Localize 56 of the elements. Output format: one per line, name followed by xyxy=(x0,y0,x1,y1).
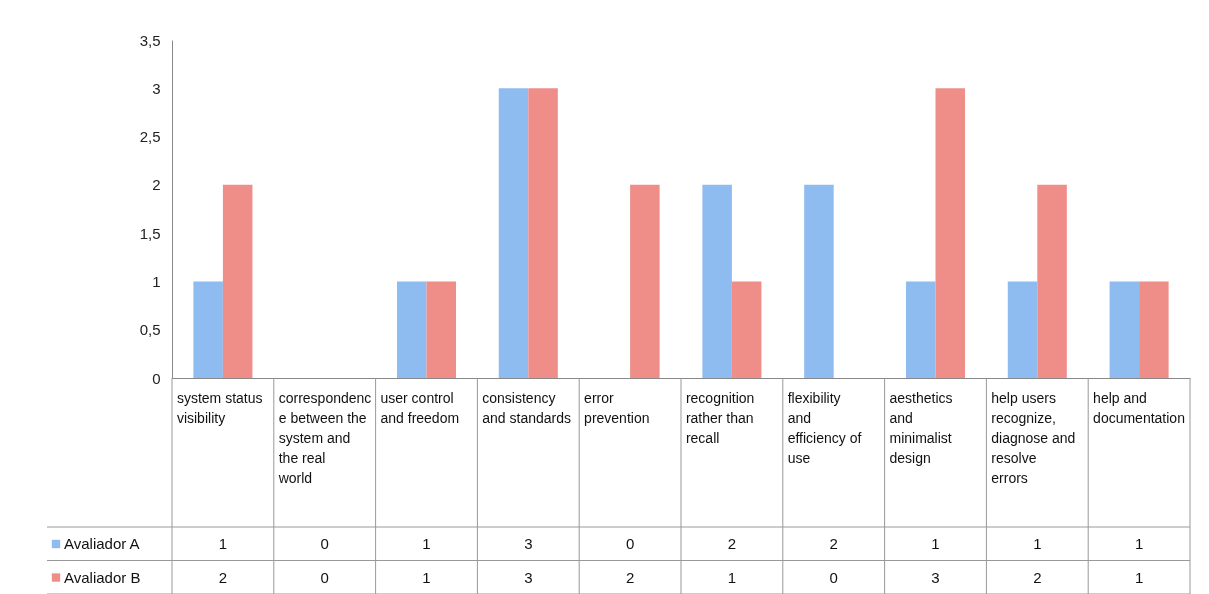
data-label: 0 xyxy=(320,535,329,552)
bar xyxy=(702,184,732,378)
x-tick-label: consistency and standards xyxy=(482,390,572,426)
data-label: 1 xyxy=(422,535,431,552)
data-label: 2 xyxy=(218,568,228,586)
bar xyxy=(630,184,660,378)
y-tick-label: 0 xyxy=(152,369,161,387)
data-label: 2 xyxy=(829,535,838,552)
legend-label: Avaliador A xyxy=(64,535,140,552)
bar xyxy=(528,88,558,378)
bar xyxy=(905,281,936,378)
legend-label: Avaliador B xyxy=(64,568,141,586)
y-tick-label: 1 xyxy=(152,272,161,290)
x-tick-label: recognition rather than recall xyxy=(685,390,755,446)
data-label: 0 xyxy=(829,568,838,586)
bar xyxy=(935,88,966,378)
bar xyxy=(1109,281,1140,378)
y-tick-label: 3,5 xyxy=(139,31,161,49)
x-tick-label: system status visibility xyxy=(176,390,263,426)
y-tick-label: 2,5 xyxy=(139,128,161,146)
x-tick-label: error prevention xyxy=(584,390,650,426)
data-label: 2 xyxy=(727,535,737,552)
bar xyxy=(1037,184,1067,378)
bar xyxy=(804,184,834,378)
y-tick-label: 2 xyxy=(152,176,161,194)
data-label: 1 xyxy=(727,568,737,586)
y-tick-label: 1,5 xyxy=(139,224,161,242)
x-tick-label: user control and freedom xyxy=(380,390,460,426)
data-label: 3 xyxy=(524,535,533,552)
data-label: 0 xyxy=(625,535,635,552)
x-tick-label: flexibility and efficiency of use xyxy=(787,390,862,466)
x-tick-label: help users recognize, diagnose and resolve errors xyxy=(991,390,1076,486)
data-label: 3 xyxy=(931,568,940,586)
bar xyxy=(396,281,427,378)
bar xyxy=(193,281,223,378)
bar xyxy=(426,281,457,378)
data-label: 1 xyxy=(931,535,940,552)
y-tick-label: 0,5 xyxy=(139,321,161,339)
data-label: 1 xyxy=(422,568,431,586)
bar xyxy=(498,88,529,378)
x-tick-label: correspondence between the system and the real world xyxy=(277,390,372,486)
y-tick-label: 3 xyxy=(152,79,161,97)
bar xyxy=(222,184,253,378)
data-label: 2 xyxy=(1033,568,1042,586)
bar xyxy=(1139,281,1169,378)
data-label: 0 xyxy=(320,568,329,586)
bar xyxy=(1007,281,1038,378)
data-label: 1 xyxy=(1134,535,1144,552)
data-label: 1 xyxy=(1134,568,1144,586)
data-label: 2 xyxy=(625,568,635,586)
data-label: 3 xyxy=(524,568,533,586)
x-tick-label: aesthetics and minimalist design xyxy=(889,390,953,466)
data-label: 1 xyxy=(1033,535,1042,552)
data-label: 1 xyxy=(218,535,228,552)
x-tick-label: help and documentation xyxy=(1093,390,1185,426)
bar xyxy=(731,281,762,378)
